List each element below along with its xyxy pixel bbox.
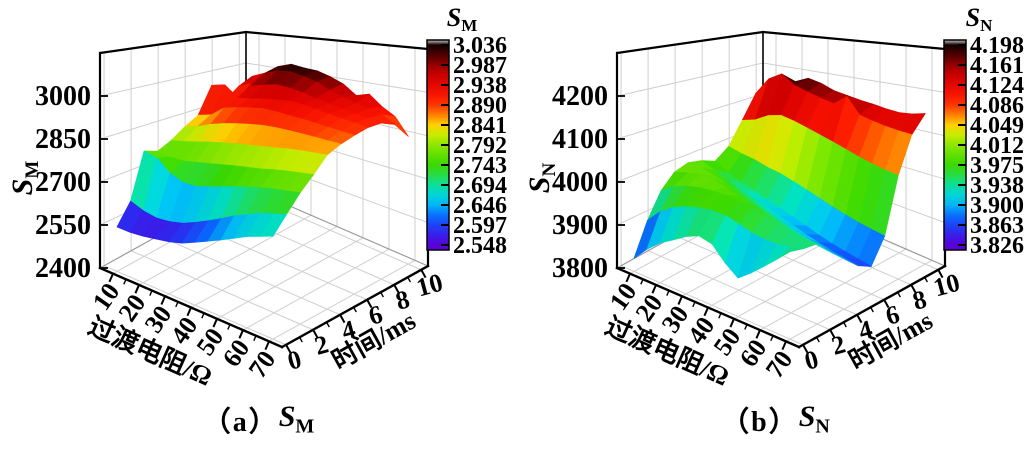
svg-text:2850: 2850 — [35, 124, 91, 155]
svg-text:2: 2 — [828, 329, 848, 360]
svg-text:4000: 4000 — [552, 167, 608, 198]
caption-b-symbol: SN — [798, 400, 830, 438]
svg-text:10: 10 — [930, 268, 963, 303]
colorbar: 4.1984.1614.1244.0864.0494.0123.9753.938… — [943, 3, 1024, 259]
caption-b-prefix: （b） — [721, 407, 799, 438]
z-axis-title: SM — [6, 161, 43, 196]
colorbar-tick-label: 2.938 — [453, 73, 507, 99]
panel-b: 3800 3900 4000 4100 4200 10 20 30 40 50 60 70 0 2 4 6 8 1… — [517, 0, 1034, 457]
colorbar-tick-label: 4.124 — [970, 73, 1024, 99]
colorbar-tick-label: 2.890 — [453, 93, 507, 119]
colorbar-tick-label: 3.826 — [970, 233, 1024, 259]
colorbar-tick-label: 2.841 — [453, 113, 507, 139]
svg-text:2550: 2550 — [35, 210, 91, 241]
z-axis-title: SN — [523, 163, 560, 194]
svg-text:4100: 4100 — [552, 124, 608, 155]
caption-a-symbol: SM — [278, 400, 315, 438]
svg-text:2: 2 — [311, 329, 331, 360]
colorbar-tick-label: 2.694 — [453, 173, 507, 199]
colorbar-title: SN — [966, 3, 993, 35]
colorbar-tick-label: 4.086 — [970, 93, 1024, 119]
svg-text:3800: 3800 — [552, 253, 608, 284]
colorbar-tick-label: 3.036 — [453, 33, 507, 59]
svg-text:3000: 3000 — [35, 81, 91, 112]
svg-text:3900: 3900 — [552, 210, 608, 241]
colorbar-title: SM — [447, 3, 478, 35]
colorbar-tick-label: 4.049 — [970, 113, 1024, 139]
svg-text:4200: 4200 — [552, 81, 608, 112]
surface-mesh — [116, 63, 409, 244]
colorbar-tick-label: 2.987 — [453, 53, 507, 79]
svg-text:2400: 2400 — [35, 253, 91, 284]
colorbar-tick-label: 2.743 — [453, 153, 507, 179]
svg-text:0: 0 — [801, 344, 821, 375]
colorbar-tick-label: 4.161 — [970, 53, 1024, 79]
colorbar: 3.0362.9872.9382.8902.8412.7922.7432.694… — [426, 3, 507, 259]
colorbar-tick-label: 4.012 — [970, 133, 1024, 159]
colorbar-tick-label: 2.548 — [453, 233, 507, 259]
caption-a: （a） SM — [0, 400, 517, 457]
svg-text:10: 10 — [413, 268, 446, 303]
colorbar-tick-label: 4.198 — [970, 33, 1024, 59]
svg-text:0: 0 — [284, 344, 304, 375]
colorbar-tick-label: 3.975 — [970, 153, 1024, 179]
svg-text:2700: 2700 — [35, 167, 91, 198]
colorbar-tick-label: 2.646 — [453, 193, 507, 219]
panel-a: 2400 2550 2700 2850 3000 10 20 30 40 50 60 70 0 2 4 6 8 1… — [0, 0, 517, 457]
caption-a-prefix: （a） — [202, 407, 279, 438]
surface-mesh — [633, 73, 926, 279]
colorbar-tick-label: 3.900 — [970, 193, 1024, 219]
colorbar-tick-label: 2.597 — [453, 213, 507, 239]
caption-b: （b） SN — [517, 400, 1034, 457]
colorbar-tick-label: 2.792 — [453, 133, 507, 159]
colorbar-tick-label: 3.938 — [970, 173, 1024, 199]
colorbar-tick-label: 3.863 — [970, 213, 1024, 239]
